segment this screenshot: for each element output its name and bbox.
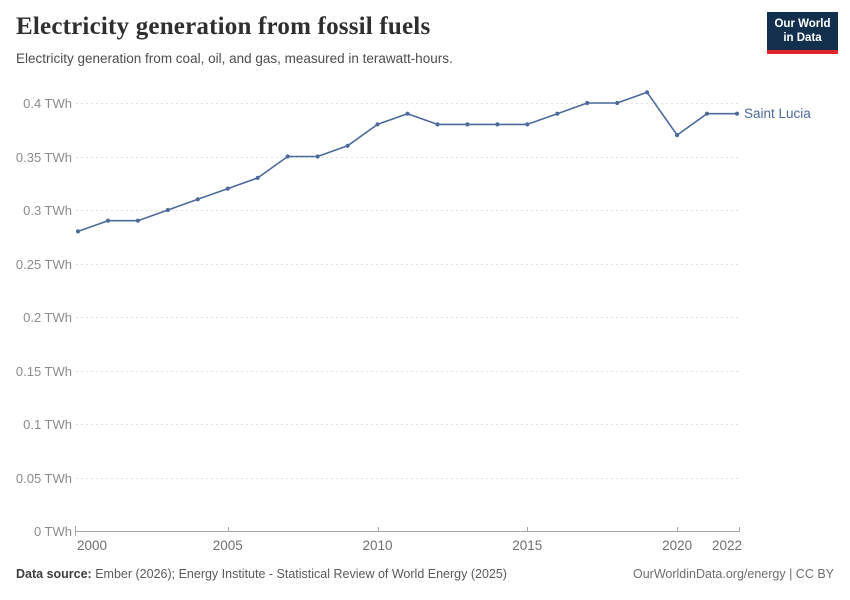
owid-logo-line2: in Data <box>783 32 822 45</box>
data-point-2019[interactable] <box>645 90 650 95</box>
y-tick-label: 0.05 TWh <box>16 471 72 486</box>
data-point-2014[interactable] <box>495 122 500 127</box>
x-tick-label: 2005 <box>213 538 243 553</box>
y-tick-label: 0.35 TWh <box>16 150 72 165</box>
data-point-2002[interactable] <box>135 218 140 223</box>
data-point-2006[interactable] <box>255 175 260 180</box>
data-point-2018[interactable] <box>615 100 620 106</box>
x-tick-label: 2010 <box>363 538 393 553</box>
y-tick-label: 0 TWh <box>34 524 72 539</box>
data-point-2013[interactable] <box>465 122 470 127</box>
series-label[interactable]: Saint Lucia <box>744 106 811 121</box>
data-point-2017[interactable] <box>585 100 590 106</box>
x-tick-label: 2020 <box>662 538 692 553</box>
y-tick-label: 0.25 TWh <box>16 257 72 272</box>
data-point-2010[interactable] <box>375 122 380 127</box>
data-source-text: Ember (2026); Energy Institute - Statist… <box>91 567 507 581</box>
data-point-2000[interactable] <box>75 229 81 234</box>
data-point-2007[interactable] <box>285 154 290 159</box>
x-tick-label: 2000 <box>77 538 107 553</box>
y-tick-label: 0.1 TWh <box>23 417 72 432</box>
data-point-2020[interactable] <box>675 133 680 138</box>
data-point-2005[interactable] <box>225 186 230 191</box>
chart-title: Electricity generation from fossil fuels <box>16 13 431 40</box>
data-point-2009[interactable] <box>345 143 350 148</box>
data-point-2004[interactable] <box>195 197 200 202</box>
data-point-2001[interactable] <box>105 218 111 223</box>
data-point-2003[interactable] <box>165 207 170 213</box>
data-point-2016[interactable] <box>555 111 560 116</box>
data-point-2008[interactable] <box>315 154 320 159</box>
chart-footer: Data source: Ember (2026); Energy Instit… <box>16 567 834 581</box>
y-tick-label: 0.3 TWh <box>23 203 72 218</box>
owid-logo[interactable]: Our World in Data <box>767 12 838 54</box>
data-point-2012[interactable] <box>435 122 440 127</box>
x-tick-label: 2022 <box>712 538 742 553</box>
data-point-2022[interactable] <box>734 111 740 116</box>
y-tick-label: 0.4 TWh <box>23 96 72 111</box>
owid-logo-line1: Our World <box>774 18 831 30</box>
chart-subtitle: Electricity generation from coal, oil, a… <box>16 51 453 66</box>
data-source-label: Data source: <box>16 567 92 581</box>
data-point-2011[interactable] <box>405 111 410 116</box>
footer-rights-link[interactable]: OurWorldinData.org/energy | CC BY <box>632 567 834 581</box>
y-tick-label: 0.15 TWh <box>16 364 72 379</box>
x-tick-label: 2015 <box>512 538 542 553</box>
data-source-note: Data source: Ember (2026); Energy Instit… <box>16 567 507 581</box>
data-point-2015[interactable] <box>525 122 530 127</box>
y-tick-label: 0.2 TWh <box>23 310 72 325</box>
data-point-2021[interactable] <box>704 111 710 116</box>
